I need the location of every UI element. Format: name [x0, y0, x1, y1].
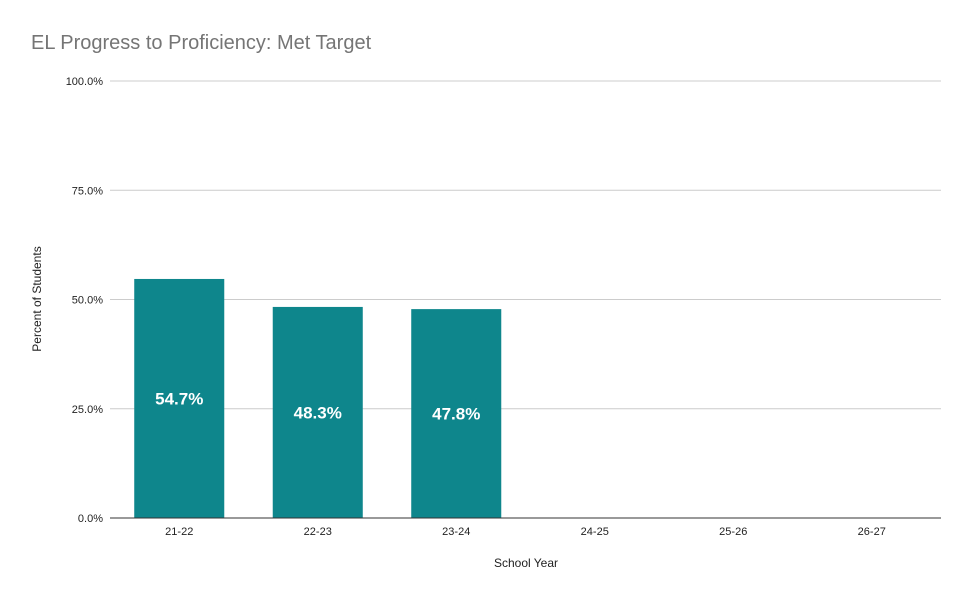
- chart-title: EL Progress to Proficiency: Met Target: [31, 32, 372, 54]
- y-axis-label: Percent of Students: [30, 246, 44, 351]
- y-tick-label: 25.0%: [72, 404, 103, 416]
- x-tick-label: 25-26: [719, 526, 747, 538]
- x-axis-ticks: 21-22 22-23 23-24 24-25 25-26 26-27: [165, 526, 886, 538]
- y-tick-label: 75.0%: [72, 185, 103, 197]
- bar: [134, 278, 225, 518]
- x-axis-label: School Year: [494, 556, 558, 570]
- y-tick-label: 100.0%: [66, 76, 104, 88]
- x-tick-label: 21-22: [165, 526, 193, 538]
- bar-data-label: 47.8%: [432, 405, 480, 424]
- bar-data-label: 54.7%: [155, 389, 203, 408]
- bars: 54.7% 48.3% 47.8%: [134, 278, 502, 518]
- y-tick-label: 50.0%: [72, 295, 103, 307]
- x-tick-label: 26-27: [858, 526, 886, 538]
- bar-data-label: 48.3%: [294, 403, 342, 422]
- y-axis-ticks: 0.0% 25.0% 50.0% 75.0% 100.0%: [66, 76, 104, 525]
- x-tick-label: 22-23: [304, 526, 332, 538]
- bar: [272, 306, 363, 518]
- y-tick-label: 0.0%: [78, 513, 103, 525]
- x-tick-label: 23-24: [442, 526, 470, 538]
- gridlines: [110, 80, 941, 410]
- x-tick-label: 24-25: [581, 526, 609, 538]
- bar: [411, 309, 502, 518]
